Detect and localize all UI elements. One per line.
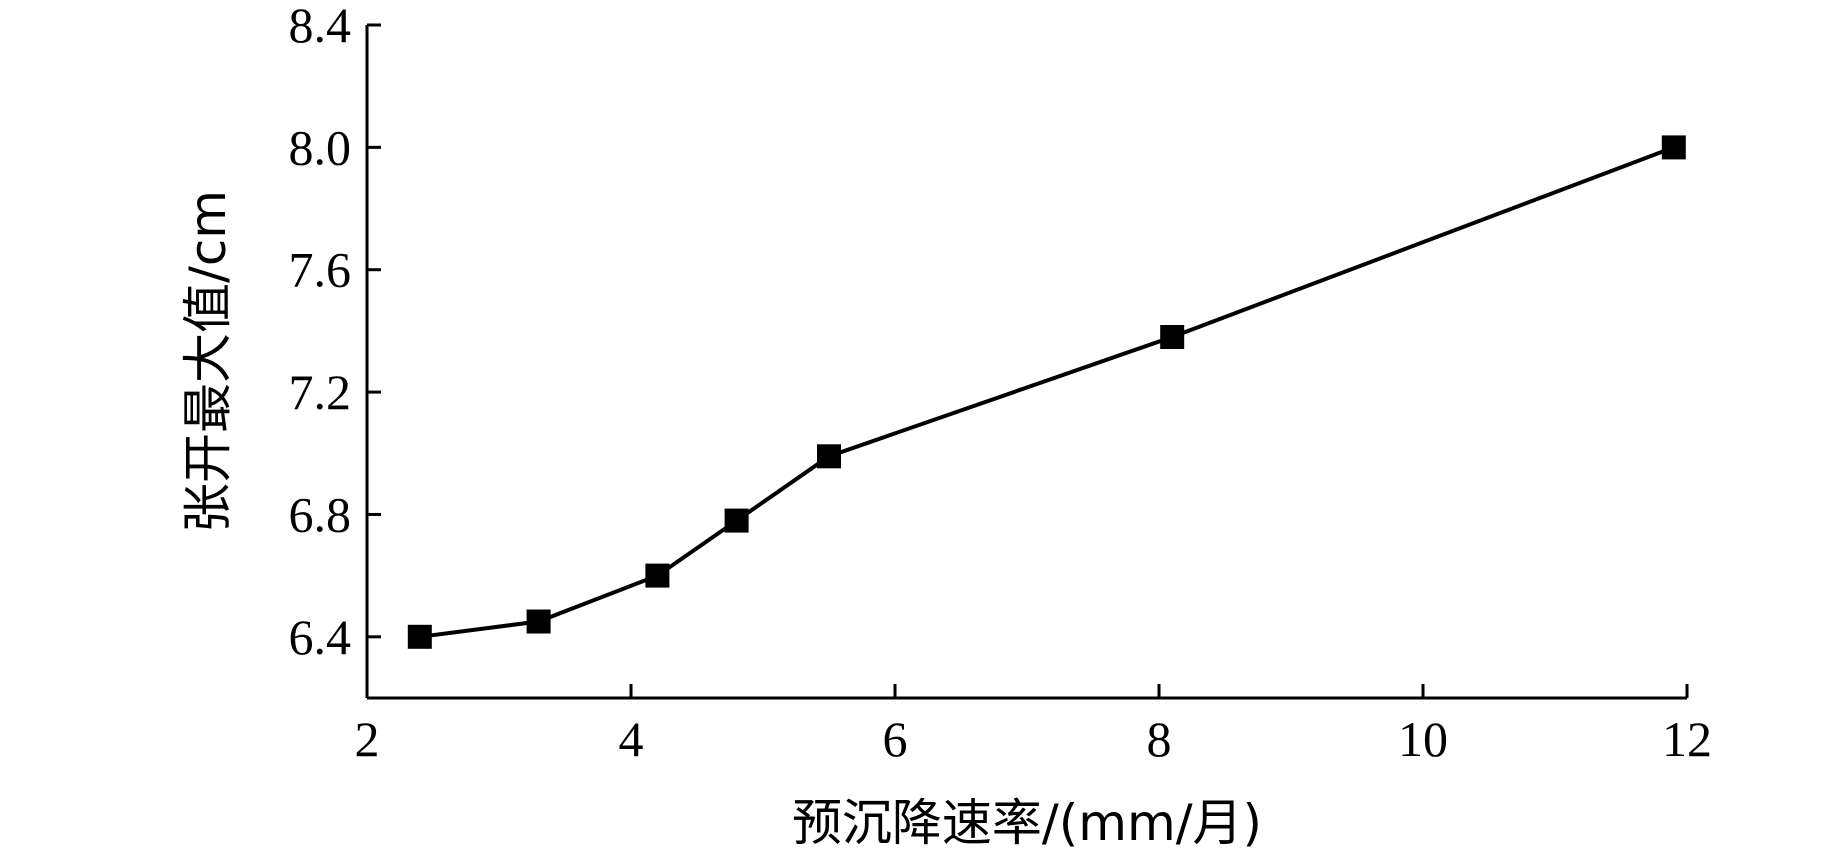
data-point xyxy=(407,624,432,649)
x-tick-label: 2 xyxy=(355,711,380,767)
y-tick-label: 7.2 xyxy=(289,364,352,420)
data-point xyxy=(1160,325,1185,349)
x-tick-label: 10 xyxy=(1398,711,1448,767)
axes xyxy=(365,25,1687,700)
data-point xyxy=(645,563,670,588)
y-tick-label: 8.0 xyxy=(289,119,352,175)
y-axis-title: 张开最大值/cm xyxy=(179,190,237,533)
series-layer xyxy=(407,135,1686,649)
data-point xyxy=(526,609,551,634)
data-point xyxy=(1661,135,1686,160)
x-ticks: 2 4 6 8 10 12 xyxy=(355,684,1712,767)
data-point xyxy=(817,444,841,469)
x-tick-label: 4 xyxy=(619,711,644,767)
data-point xyxy=(724,508,749,533)
x-tick-label: 6 xyxy=(883,711,908,767)
x-axis-title: 预沉降速率/(mm/月) xyxy=(792,794,1262,852)
y-tick-label: 6.8 xyxy=(289,486,352,542)
y-ticks: 6.4 6.8 7.2 7.6 8.0 8.4 xyxy=(289,0,381,665)
y-tick-label: 6.4 xyxy=(289,609,352,665)
x-tick-label: 12 xyxy=(1662,711,1712,767)
x-tick-label: 8 xyxy=(1147,711,1172,767)
y-tick-label: 8.4 xyxy=(289,0,352,53)
y-tick-label: 7.6 xyxy=(289,242,352,298)
series-line xyxy=(419,145,1675,639)
